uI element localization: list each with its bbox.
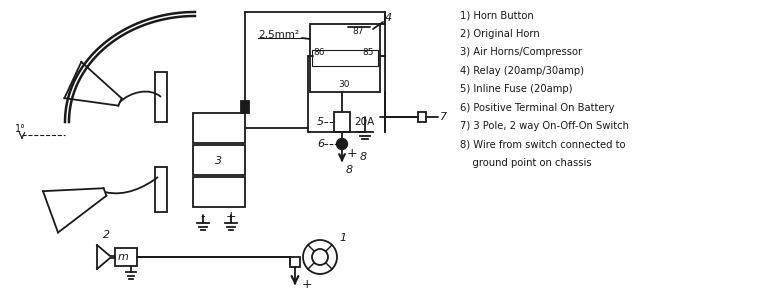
Text: +: + — [302, 278, 312, 290]
Text: 2) Original Horn: 2) Original Horn — [460, 29, 540, 38]
Bar — [155, 72, 167, 122]
Text: 3) Air Horns/Compressor: 3) Air Horns/Compressor — [460, 47, 582, 57]
Text: 8) Wire from switch connected to: 8) Wire from switch connected to — [460, 139, 625, 150]
Bar — [155, 167, 167, 212]
Text: 1°: 1° — [15, 124, 26, 134]
Bar — [193, 177, 245, 207]
Text: 2,5mm²: 2,5mm² — [258, 30, 299, 40]
Text: m: m — [118, 252, 128, 262]
Text: -: - — [201, 210, 205, 223]
Text: 3: 3 — [215, 156, 223, 166]
Text: 5) Inline Fuse (20amp): 5) Inline Fuse (20amp) — [460, 84, 572, 94]
Text: 7: 7 — [440, 112, 447, 122]
Text: 86: 86 — [313, 48, 325, 57]
Text: 1) Horn Button: 1) Horn Button — [460, 10, 534, 20]
Text: 7) 3 Pole, 2 way On-Off-On Switch: 7) 3 Pole, 2 way On-Off-On Switch — [460, 121, 629, 131]
Text: 20A: 20A — [354, 117, 374, 127]
Bar — [312, 50, 378, 66]
Text: +: + — [347, 146, 358, 160]
Text: 87: 87 — [352, 27, 363, 36]
Text: 6: 6 — [317, 139, 324, 149]
Text: 4: 4 — [385, 13, 391, 23]
Bar — [115, 248, 137, 266]
Bar — [290, 257, 300, 267]
Bar — [193, 113, 245, 143]
Text: 4) Relay (20amp/30amp): 4) Relay (20amp/30amp) — [460, 65, 584, 76]
Bar — [310, 24, 380, 92]
Text: 5: 5 — [317, 117, 324, 127]
Text: 85: 85 — [362, 48, 373, 57]
Text: 6) Positive Terminal On Battery: 6) Positive Terminal On Battery — [460, 103, 615, 112]
Text: 8: 8 — [346, 165, 353, 175]
Circle shape — [337, 138, 347, 150]
Bar — [241, 101, 249, 113]
Text: 8: 8 — [360, 152, 367, 162]
Text: ground point on chassis: ground point on chassis — [460, 158, 591, 168]
Text: 1: 1 — [339, 233, 346, 243]
Text: 2: 2 — [103, 230, 110, 240]
Bar — [334, 112, 350, 132]
Text: 30: 30 — [338, 80, 350, 89]
Text: +: + — [226, 210, 236, 223]
Bar — [418, 112, 426, 122]
Bar — [193, 145, 245, 175]
